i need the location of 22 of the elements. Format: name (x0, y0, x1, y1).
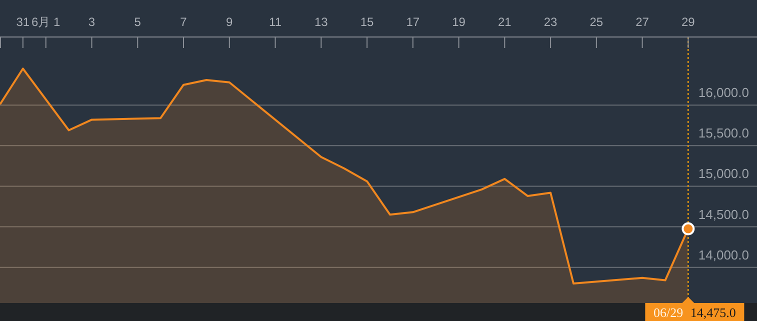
x-tick-label: 7 (180, 15, 188, 29)
x-tick-label: 31 (16, 15, 30, 29)
x-tick-label: 15 (360, 15, 374, 29)
y-tick-label: 15,000.0 (698, 166, 749, 182)
x-tick-label: 11 (269, 15, 282, 29)
x-tick-label: 21 (498, 15, 512, 29)
x-tick-label: 13 (314, 15, 328, 29)
y-tick-label: 16,000.0 (698, 85, 749, 100)
x-tick-label: 27 (636, 15, 650, 29)
text: 06/29 14,475.0 (653, 305, 736, 320)
x-tick-label: 23 (544, 15, 558, 29)
y-tick-label: 14,500.0 (698, 206, 749, 222)
x-tick-label: 9 (226, 15, 234, 29)
x-tick-label: 3 (88, 15, 96, 29)
x-tick-label: 29 (682, 15, 696, 29)
x-tick-label: 5 (134, 15, 142, 29)
x-tick-label: 17 (406, 15, 420, 29)
x-tick-label: 19 (452, 15, 466, 29)
y-tick-label: 15,500.0 (698, 126, 749, 141)
y-tick-label: 14,000.0 (698, 247, 749, 262)
x-tick-label: 25 (590, 15, 604, 29)
x-tick-label: 6月 1 (32, 15, 61, 29)
